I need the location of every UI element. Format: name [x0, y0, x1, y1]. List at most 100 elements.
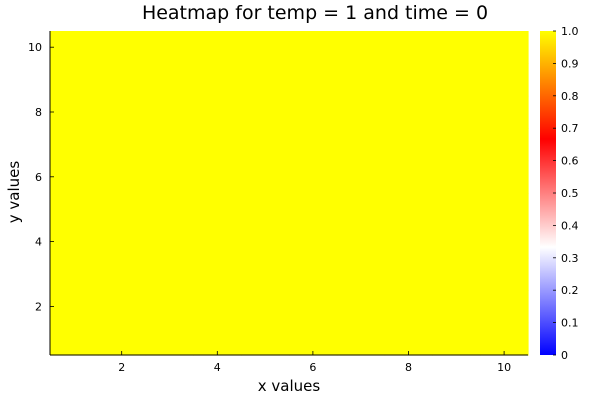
heatmap-cell [50, 128, 99, 162]
heatmap-cell [289, 225, 338, 259]
heatmap-cell [480, 95, 529, 129]
heatmap-cell [289, 257, 338, 291]
heatmap-cell [145, 290, 194, 324]
heatmap-cell [336, 95, 386, 129]
x-tick-label: 8 [405, 361, 412, 374]
heatmap-cell [480, 257, 529, 291]
colorbar-tick-label: 0.4 [561, 219, 579, 232]
heatmap-cell [480, 225, 529, 259]
heatmap-cell [241, 225, 290, 259]
heatmap-cell [97, 225, 147, 259]
heatmap-cell [145, 193, 194, 226]
heatmap-cell [50, 225, 99, 259]
heatmap-cell [50, 193, 99, 226]
colorbar-tick-label: 0.3 [561, 252, 579, 265]
heatmap-cell [97, 193, 147, 226]
heatmap-cell [480, 31, 529, 64]
heatmap-cell [432, 290, 481, 324]
heatmap-cells [50, 31, 529, 356]
heatmap-cell [193, 257, 242, 291]
heatmap-cell [241, 290, 290, 324]
x-axis-title: x values [258, 377, 321, 395]
heatmap-cell [193, 225, 242, 259]
heatmap-cell [241, 193, 290, 226]
heatmap-cell [289, 290, 338, 324]
heatmap-cell [50, 290, 99, 324]
colorbar: 0 0.1 0.2 0.3 0.4 0.5 0.6 0.7 0.8 0.9 1.0 [540, 25, 579, 362]
heatmap-cell [241, 322, 290, 356]
heatmap-cell [336, 290, 386, 324]
heatmap-cell [480, 322, 529, 356]
heatmap-cell [432, 257, 481, 291]
colorbar-tick-label: 0.6 [561, 155, 579, 168]
heatmap-cell [50, 95, 99, 129]
heatmap-cell [432, 225, 481, 259]
heatmap-cell [384, 128, 433, 162]
colorbar-tick-label: 0.1 [561, 317, 579, 330]
heatmap-cell [50, 31, 99, 64]
heatmap-cell [193, 63, 242, 97]
x-tick-label: 2 [118, 361, 125, 374]
heatmap-cell [145, 322, 194, 356]
heatmap-cell [432, 322, 481, 356]
heatmap-cell [97, 31, 147, 64]
heatmap-cell [145, 31, 194, 64]
y-tick-label: 10 [28, 41, 42, 54]
heatmap-cell [289, 160, 338, 194]
heatmap-cell [50, 160, 99, 194]
heatmap-cell [432, 95, 481, 129]
x-tick-label: 4 [214, 361, 221, 374]
heatmap-cell [336, 225, 386, 259]
heatmap-cell [97, 63, 147, 97]
heatmap-cell [336, 63, 386, 97]
heatmap-cell [336, 128, 386, 162]
heatmap-cell [241, 63, 290, 97]
heatmap-cell [384, 290, 433, 324]
y-tick-label: 4 [35, 236, 42, 249]
heatmap-cell [384, 225, 433, 259]
heatmap-cell [289, 31, 338, 64]
heatmap-cell [289, 63, 338, 97]
heatmap-cell [145, 257, 194, 291]
heatmap-cell [241, 31, 290, 64]
heatmap-cell [432, 193, 481, 226]
heatmap-cell [145, 95, 194, 129]
heatmap-cell [289, 322, 338, 356]
y-tick-label: 6 [35, 171, 42, 184]
heatmap-cell [384, 257, 433, 291]
heatmap-cell [432, 63, 481, 97]
heatmap-cell [384, 95, 433, 129]
heatmap-cell [50, 257, 99, 291]
heatmap-cell [480, 63, 529, 97]
heatmap-cell [97, 160, 147, 194]
colorbar-tick-label: 0.5 [561, 187, 579, 200]
heatmap-cell [193, 128, 242, 162]
colorbar-tick-label: 0.2 [561, 284, 579, 297]
heatmap-cell [480, 290, 529, 324]
heatmap-cell [97, 257, 147, 291]
heatmap-cell [193, 95, 242, 129]
y-tick-label: 8 [35, 106, 42, 119]
heatmap-cell [336, 257, 386, 291]
heatmap-cell [384, 160, 433, 194]
heatmap-cell [145, 63, 194, 97]
heatmap-cell [241, 160, 290, 194]
heatmap-cell [97, 290, 147, 324]
heatmap-cell [145, 225, 194, 259]
heatmap-cell [384, 63, 433, 97]
heatmap-cell [193, 193, 242, 226]
heatmap-cell [384, 193, 433, 226]
heatmap-cell [480, 128, 529, 162]
heatmap-cell [50, 322, 99, 356]
heatmap-cell [432, 128, 481, 162]
heatmap-cell [336, 160, 386, 194]
x-tick-label: 10 [497, 361, 511, 374]
heatmap-cell [97, 322, 147, 356]
heatmap-cell [432, 31, 481, 64]
x-tick-label: 6 [309, 361, 316, 374]
heatmap-cell [193, 290, 242, 324]
y-tick-label: 2 [35, 300, 42, 313]
heatmap-cell [384, 31, 433, 64]
